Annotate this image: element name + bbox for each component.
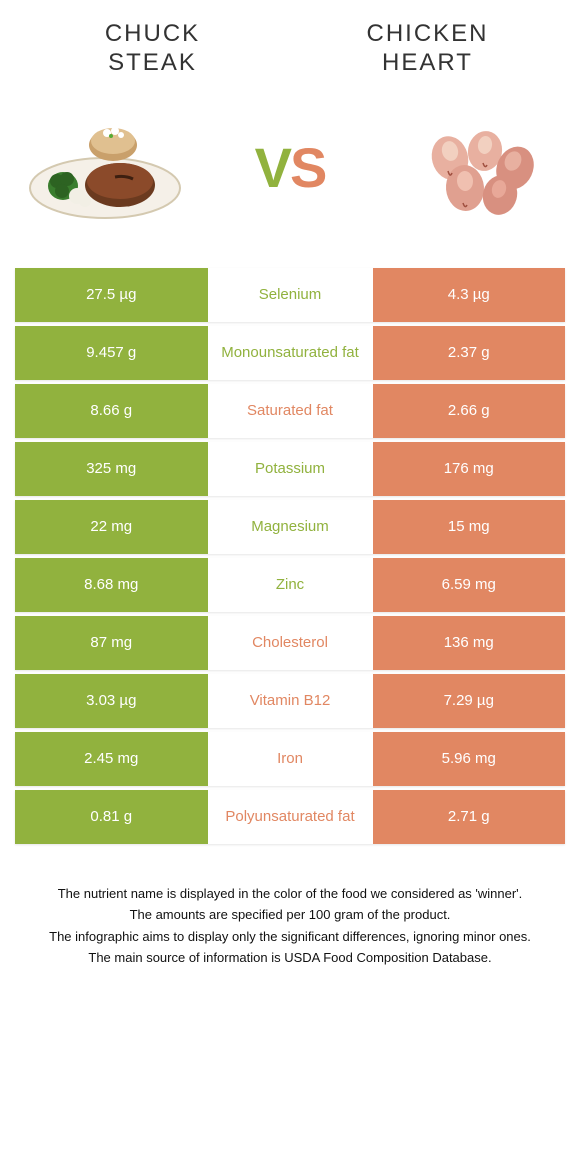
left-value-cell: 0.81 g bbox=[15, 790, 208, 844]
vs-label: VS bbox=[255, 135, 326, 200]
right-value-cell: 2.71 g bbox=[373, 790, 566, 844]
left-value-cell: 9.457 g bbox=[15, 326, 208, 380]
footnote-line: The nutrient name is displayed in the co… bbox=[15, 884, 565, 904]
left-food-image bbox=[25, 108, 185, 228]
nutrient-label-cell: Vitamin B12 bbox=[208, 674, 373, 728]
nutrient-label-cell: Iron bbox=[208, 732, 373, 786]
right-value-cell: 2.66 g bbox=[373, 384, 566, 438]
nutrient-row: 0.81 gPolyunsaturated fat2.71 g bbox=[15, 790, 565, 844]
left-value-cell: 2.45 mg bbox=[15, 732, 208, 786]
nutrient-row: 8.66 gSaturated fat2.66 g bbox=[15, 384, 565, 438]
nutrient-label-cell: Polyunsaturated fat bbox=[208, 790, 373, 844]
nutrient-row: 27.5 µgSelenium4.3 µg bbox=[15, 268, 565, 322]
footnotes: The nutrient name is displayed in the co… bbox=[15, 884, 565, 968]
left-value-cell: 87 mg bbox=[15, 616, 208, 670]
left-food-title: CHUCK STEAK bbox=[15, 20, 290, 78]
vs-s: S bbox=[290, 136, 325, 199]
footnote-line: The amounts are specified per 100 gram o… bbox=[15, 905, 565, 925]
nutrient-row: 325 mgPotassium176 mg bbox=[15, 442, 565, 496]
right-food-title: CHICKEN HEART bbox=[290, 20, 565, 78]
left-value-cell: 27.5 µg bbox=[15, 268, 208, 322]
nutrient-row: 8.68 mgZinc6.59 mg bbox=[15, 558, 565, 612]
nutrient-row: 87 mgCholesterol136 mg bbox=[15, 616, 565, 670]
footnote-line: The main source of information is USDA F… bbox=[15, 948, 565, 968]
nutrient-row: 2.45 mgIron5.96 mg bbox=[15, 732, 565, 786]
right-value-cell: 7.29 µg bbox=[373, 674, 566, 728]
left-value-cell: 325 mg bbox=[15, 442, 208, 496]
vs-row: VS bbox=[15, 108, 565, 228]
right-value-cell: 6.59 mg bbox=[373, 558, 566, 612]
nutrient-row: 9.457 gMonounsaturated fat2.37 g bbox=[15, 326, 565, 380]
nutrient-label-cell: Selenium bbox=[208, 268, 373, 322]
footnote-line: The infographic aims to display only the… bbox=[15, 927, 565, 947]
left-value-cell: 3.03 µg bbox=[15, 674, 208, 728]
right-value-cell: 15 mg bbox=[373, 500, 566, 554]
nutrient-label-cell: Magnesium bbox=[208, 500, 373, 554]
nutrient-label-cell: Potassium bbox=[208, 442, 373, 496]
left-value-cell: 22 mg bbox=[15, 500, 208, 554]
right-value-cell: 2.37 g bbox=[373, 326, 566, 380]
right-value-cell: 5.96 mg bbox=[373, 732, 566, 786]
title-row: CHUCK STEAK CHICKEN HEART bbox=[15, 20, 565, 78]
left-value-cell: 8.66 g bbox=[15, 384, 208, 438]
right-value-cell: 176 mg bbox=[373, 442, 566, 496]
left-value-cell: 8.68 mg bbox=[15, 558, 208, 612]
nutrient-label-cell: Cholesterol bbox=[208, 616, 373, 670]
nutrient-row: 22 mgMagnesium15 mg bbox=[15, 500, 565, 554]
nutrient-table: 27.5 µgSelenium4.3 µg9.457 gMonounsatura… bbox=[15, 268, 565, 844]
nutrient-row: 3.03 µgVitamin B127.29 µg bbox=[15, 674, 565, 728]
nutrient-label-cell: Monounsaturated fat bbox=[208, 326, 373, 380]
right-value-cell: 136 mg bbox=[373, 616, 566, 670]
right-value-cell: 4.3 µg bbox=[373, 268, 566, 322]
nutrient-label-cell: Zinc bbox=[208, 558, 373, 612]
nutrient-label-cell: Saturated fat bbox=[208, 384, 373, 438]
right-food-image bbox=[395, 108, 555, 228]
vs-v: V bbox=[255, 136, 290, 199]
